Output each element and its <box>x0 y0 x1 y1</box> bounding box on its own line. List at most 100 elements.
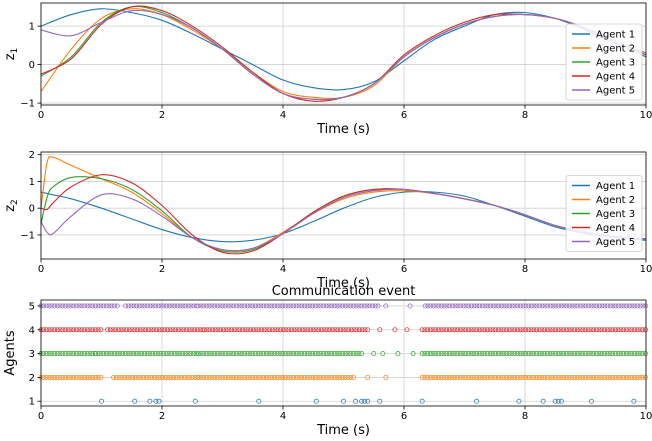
event-agent-2-event-136 <box>482 374 488 380</box>
event-agent-5-event-92 <box>293 303 299 309</box>
event-agent-1-event-12 <box>365 398 371 404</box>
event-agent-2-event-63 <box>217 374 223 380</box>
event-agent-2-event-74 <box>247 374 253 380</box>
event-agent-4-event-66 <box>220 327 226 333</box>
event-agent-1-event-10 <box>359 398 365 404</box>
event-agent-5-event-49 <box>177 303 183 309</box>
event-agent-2-event-175 <box>588 374 594 380</box>
event-agent-5-event-159 <box>520 303 526 309</box>
z1-series-line-5 <box>41 9 646 101</box>
event-agent-3-event-202 <box>642 351 648 357</box>
event-agent-4-event-165 <box>542 327 548 333</box>
event-agent-4-event-148 <box>495 327 501 333</box>
event-agent-5-event-17 <box>84 303 90 309</box>
event-agent-4-event-71 <box>234 327 240 333</box>
event-agent-5-event-122 <box>375 303 381 309</box>
event-agent-3-event-65 <box>212 351 218 357</box>
event-agent-5-event-91 <box>291 303 297 309</box>
z1-xlabel: Time (s) <box>316 122 370 137</box>
event-agent-3-event-79 <box>250 351 256 357</box>
event-agent-3-event-31 <box>120 351 126 357</box>
event-xtick-label-1: 2 <box>159 411 165 422</box>
event-agent-2-event-187 <box>621 374 627 380</box>
event-agent-3-event-17 <box>84 351 90 357</box>
event-agent-3-event-177 <box>574 351 580 357</box>
event-agent-3-event-193 <box>618 351 624 357</box>
event-agent-5-event-31 <box>128 303 134 309</box>
event-agent-5-event-85 <box>274 303 280 309</box>
event-agent-4-event-63 <box>212 327 218 333</box>
event-agent-5-event-163 <box>531 303 537 309</box>
event-agent-5-event-164 <box>534 303 540 309</box>
event-agent-5-event-6 <box>54 303 60 309</box>
event-agent-4-event-45 <box>164 327 170 333</box>
event-agent-2-event-181 <box>604 374 610 380</box>
event-agent-4-event-177 <box>574 327 580 333</box>
event-agent-4-event-163 <box>536 327 542 333</box>
event-agent-5-event-186 <box>594 303 600 309</box>
event-agent-2-event-148 <box>514 374 520 380</box>
event-agent-3-event-54 <box>182 351 188 357</box>
event-agent-3-event-57 <box>191 351 196 357</box>
event-agent-4-event-94 <box>297 327 303 333</box>
event-agent-3-event-56 <box>188 351 194 357</box>
event-agent-4-event-23 <box>105 327 111 333</box>
event-agent-5-event-104 <box>326 303 332 309</box>
event-agent-3-event-10 <box>65 351 71 357</box>
event-agent-2-event-137 <box>485 374 490 380</box>
event-agent-2-event-153 <box>528 374 534 380</box>
event-agent-5-event-41 <box>155 303 161 309</box>
event-agent-5-event-171 <box>553 303 559 309</box>
event-agent-4-event-6 <box>54 327 60 333</box>
event-agent-3-event-47 <box>163 351 169 357</box>
event-agent-1-event-9 <box>353 398 359 404</box>
event-agent-5-event-200 <box>632 303 638 309</box>
event-agent-4-event-38 <box>145 327 151 333</box>
event-agent-2-event-31 <box>132 374 138 380</box>
event-agent-3-event-186 <box>599 351 605 357</box>
z1-xtick-label-0: 0 <box>38 110 44 121</box>
event-agent-2-event-110 <box>345 374 351 380</box>
event-agent-4-event-70 <box>231 327 237 333</box>
event-agent-5-event-27 <box>112 303 117 309</box>
event-agent-5-event-47 <box>172 303 178 309</box>
event-agent-3-event-46 <box>161 351 166 357</box>
event-agent-5-event-93 <box>296 303 302 309</box>
event-agent-5-event-66 <box>223 303 228 309</box>
z2-xtick-label-1: 2 <box>159 264 165 275</box>
event-agent-4-event-113 <box>348 327 354 333</box>
event-agent-2-event-173 <box>583 374 588 380</box>
event-agent-4-event-173 <box>563 327 569 333</box>
event-agent-2-event-144 <box>504 374 509 380</box>
event-agent-2-event-4 <box>49 374 55 380</box>
event-agent-3-event-122 <box>425 351 431 357</box>
event-agent-4-event-189 <box>607 327 613 333</box>
event-agent-2-event-13 <box>73 374 79 380</box>
event-agent-3-event-104 <box>318 351 324 357</box>
event-agent-3-event-28 <box>112 351 117 357</box>
event-agent-2-event-56 <box>198 374 204 380</box>
event-agent-2-event-86 <box>280 374 286 380</box>
event-agent-5-event-81 <box>263 303 269 309</box>
event-agent-2-event-184 <box>612 374 618 380</box>
event-ytick-label-0: 1 <box>29 397 35 408</box>
event-agent-5-event-148 <box>490 303 496 309</box>
event-agent-3-event-24 <box>101 351 107 357</box>
event-agent-2-event-118 <box>433 374 439 380</box>
event-agent-4-event-26 <box>113 327 119 333</box>
event-agent-3-event-114 <box>345 351 351 357</box>
event-agent-2-event-8 <box>60 374 66 380</box>
event-agent-5-event-82 <box>266 303 272 309</box>
z1-xtick-label-4: 8 <box>522 110 528 121</box>
event-agent-5-event-38 <box>147 303 153 309</box>
event-agent-4-event-139 <box>471 327 477 333</box>
event-agent-3-event-144 <box>485 351 490 357</box>
event-agent-4-event-133 <box>455 327 460 333</box>
event-agent-2-event-22 <box>98 374 104 380</box>
z2-series-line-4 <box>41 174 646 255</box>
event-agent-2-event-127 <box>457 374 463 380</box>
event-agent-5-event-116 <box>359 303 365 309</box>
event-agent-4-event-46 <box>167 327 173 333</box>
event-agent-2-event-182 <box>607 374 613 380</box>
